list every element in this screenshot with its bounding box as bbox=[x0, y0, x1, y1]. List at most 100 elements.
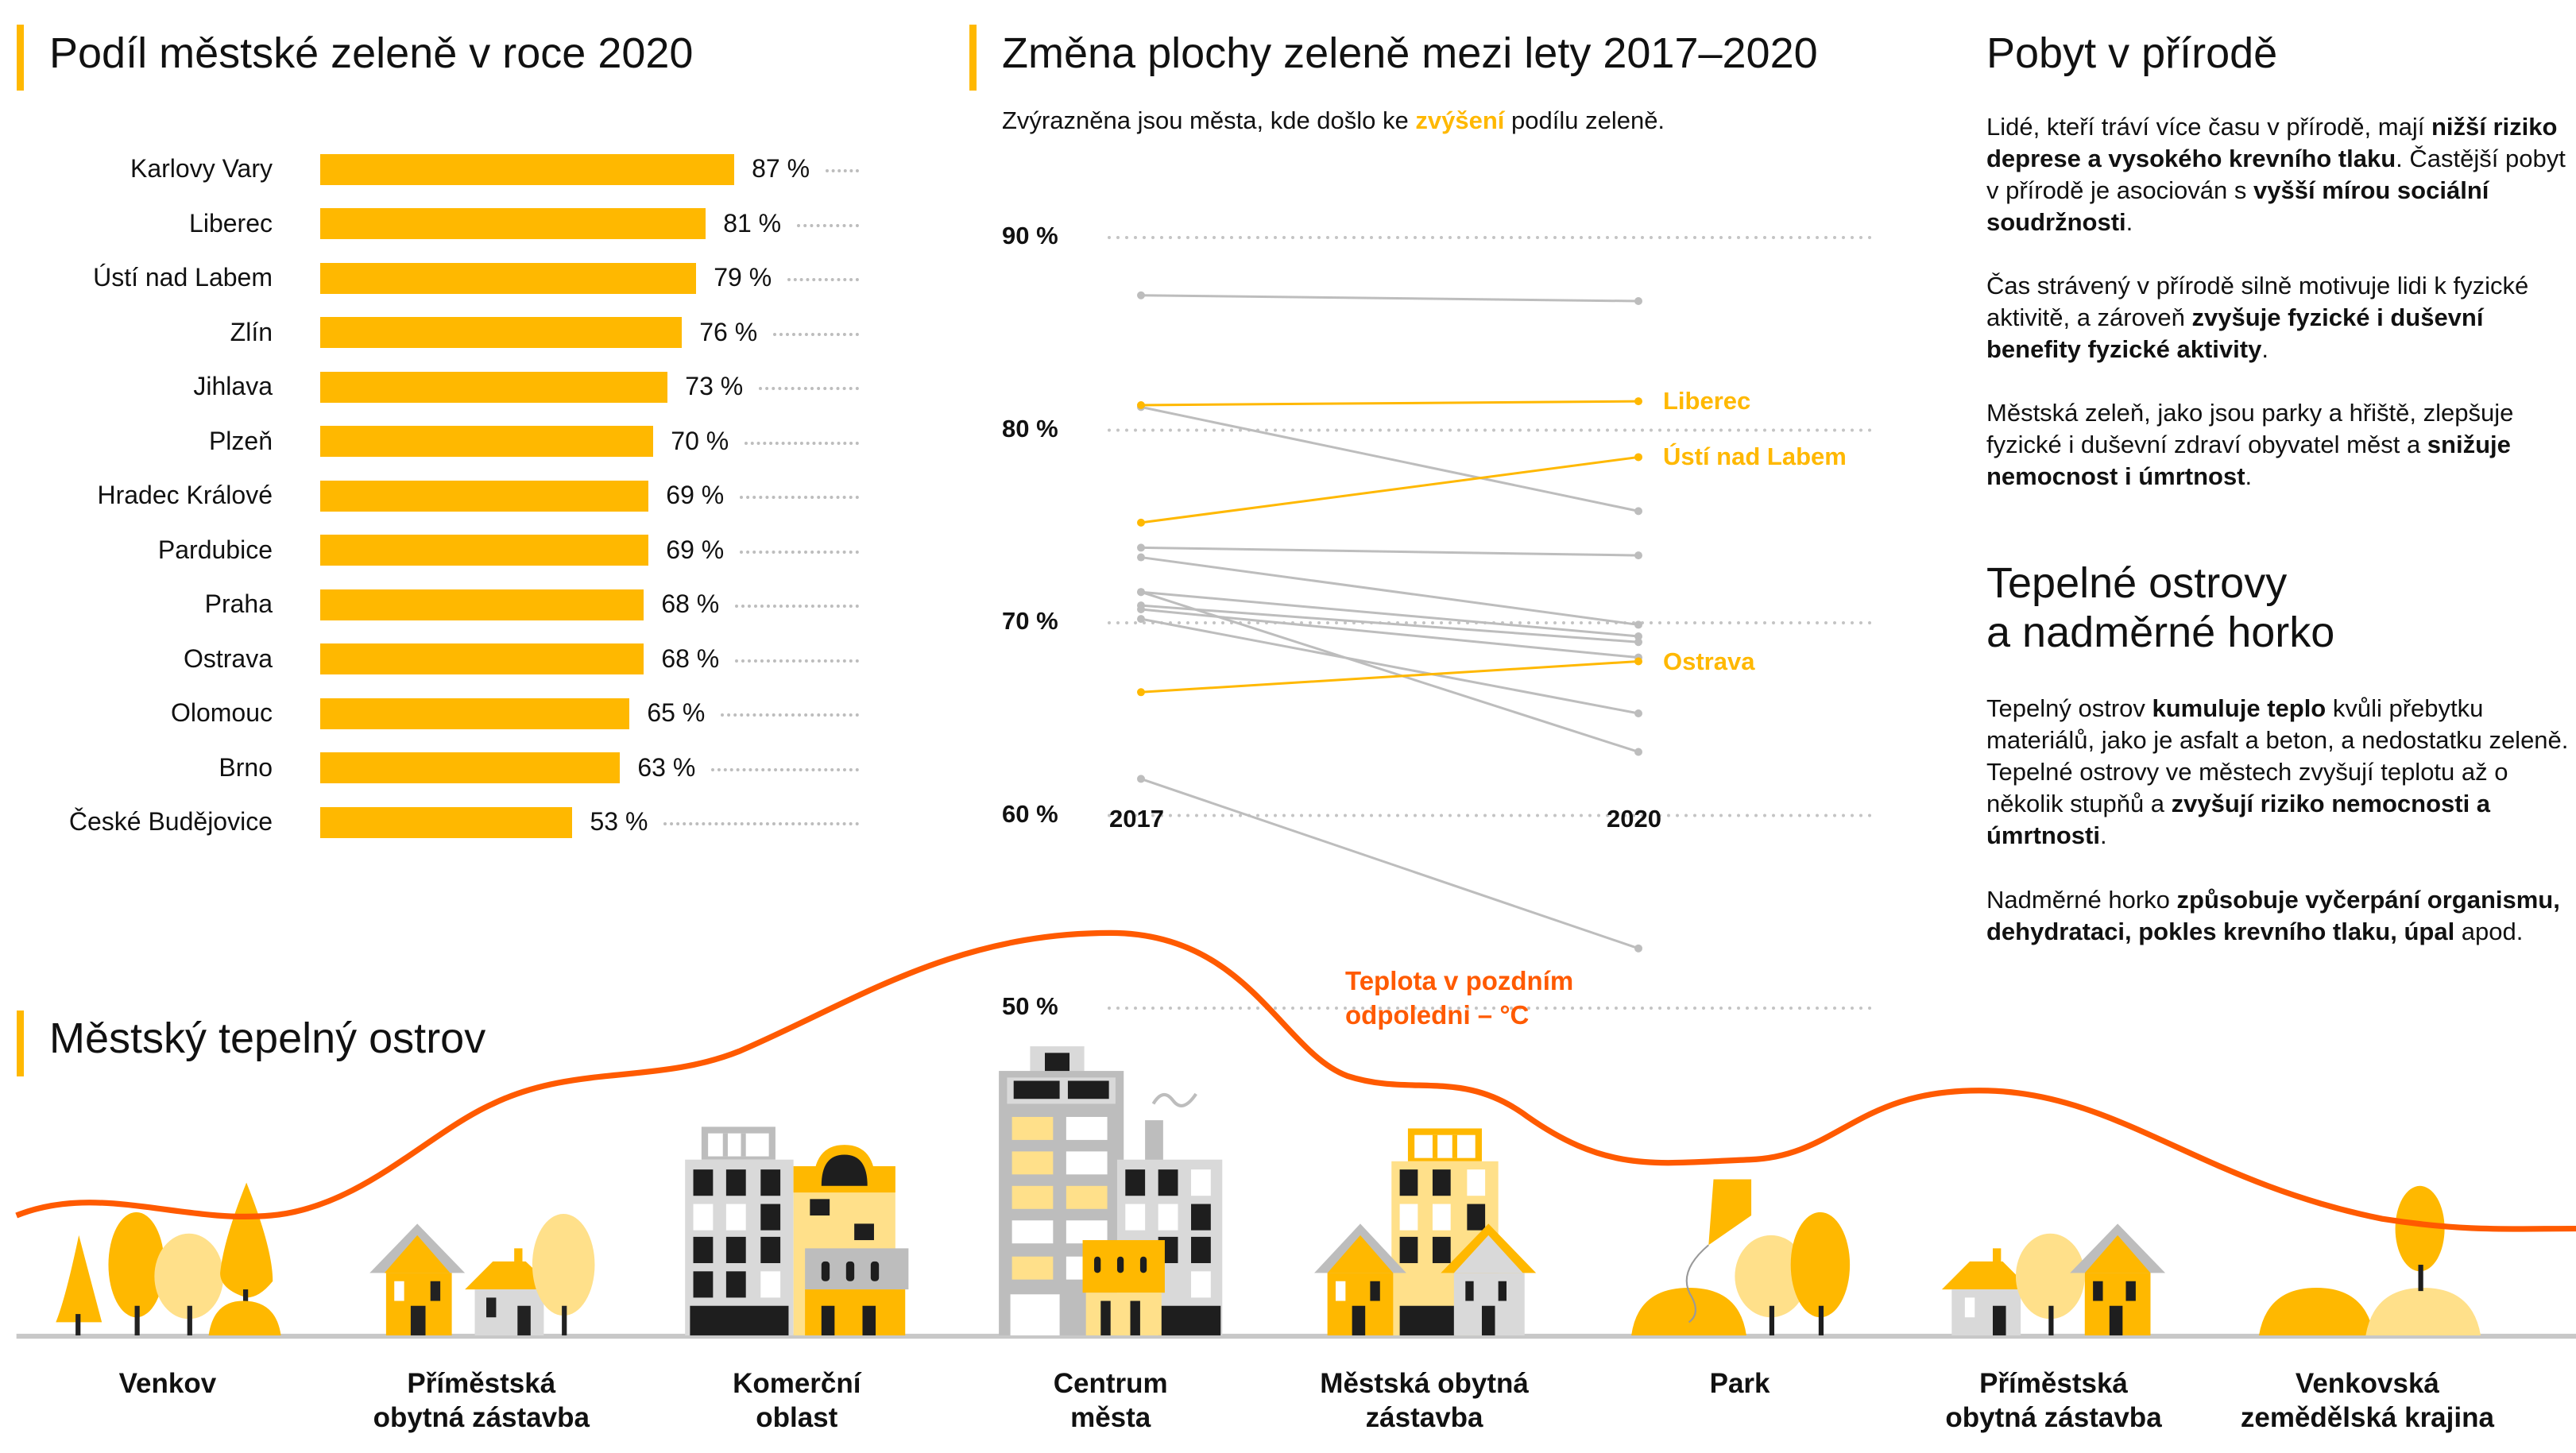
bar-category-label: Liberec bbox=[189, 208, 273, 238]
data-point bbox=[1137, 553, 1145, 562]
bar bbox=[320, 262, 697, 294]
data-point bbox=[1137, 615, 1145, 624]
y-tick-label: 90 % bbox=[1002, 222, 1058, 249]
bar-category-label: Olomouc bbox=[170, 698, 273, 727]
bar-leader-dots bbox=[740, 550, 859, 554]
data-point bbox=[1137, 518, 1145, 527]
data-point bbox=[1634, 709, 1642, 717]
series-line bbox=[1140, 660, 1639, 694]
bar-value-label: 81 % bbox=[723, 208, 782, 238]
section-accent-bar bbox=[17, 1011, 24, 1076]
text-segment: nižší riziko deprese a vysokého krevního… bbox=[1986, 113, 2558, 172]
series-label: Ostrava bbox=[1663, 647, 1755, 675]
commercial-buildings-icon bbox=[685, 1126, 909, 1335]
zone-label-line: Venkov bbox=[118, 1368, 217, 1399]
bar-category-label: Ústí nad Labem bbox=[93, 263, 273, 292]
y-tick-label: 60 % bbox=[1002, 799, 1058, 828]
suburban-houses-icon bbox=[1941, 1223, 2166, 1335]
text-segment: vyšší mírou sociální soudržnosti bbox=[1986, 176, 2489, 236]
data-point bbox=[1137, 775, 1145, 783]
bar bbox=[320, 698, 630, 729]
bar-value-label: 70 % bbox=[671, 426, 729, 455]
series-line bbox=[1140, 608, 1639, 659]
text-segment: Lidé, kteří tráví více času v přírodě, m… bbox=[1986, 113, 2431, 141]
data-point bbox=[1634, 507, 1642, 516]
zone-label: Příměstská obytná zástavba bbox=[338, 1366, 625, 1435]
kite-icon bbox=[1708, 1179, 1752, 1246]
bar-leader-dots bbox=[787, 278, 859, 281]
text-segment: . Častější pobyt v přírodě je asociován … bbox=[1986, 145, 2566, 204]
section-accent-bar bbox=[17, 25, 24, 91]
slope-chart-subtitle: Zvýrazněna jsou města, kde došlo ke zvýš… bbox=[1002, 106, 1665, 135]
series-line bbox=[1140, 617, 1639, 715]
nature-title: Pobyt v přírodě bbox=[1986, 29, 2278, 77]
heat-island-title: Městský tepelný ostrov bbox=[49, 1014, 486, 1062]
bar-category-label: Ostrava bbox=[183, 643, 273, 673]
bar-value-label: 76 % bbox=[699, 317, 758, 346]
text-segment: . bbox=[2125, 208, 2133, 236]
series-label: Ústí nad Labem bbox=[1663, 442, 1847, 471]
curve-label-line1: Teplota v pozdním bbox=[1345, 966, 1574, 995]
y-tick-label: 50 % bbox=[1002, 992, 1058, 1020]
zone-label-line: Příměstská bbox=[1979, 1368, 2128, 1399]
zone-label-line: Venkovská bbox=[2295, 1368, 2439, 1399]
data-point bbox=[1137, 400, 1145, 409]
text-segment: apod. bbox=[2454, 918, 2524, 945]
series-line bbox=[1140, 294, 1639, 303]
data-point bbox=[1634, 297, 1642, 306]
zone-label: Centrum města bbox=[968, 1366, 1254, 1435]
zone-label: Komerční oblast bbox=[654, 1366, 940, 1435]
zone-label-line: zemědělská krajina bbox=[2240, 1402, 2494, 1433]
bar-leader-dots bbox=[773, 332, 859, 336]
heat-title-line2: a nadměrné horko bbox=[1986, 609, 2335, 656]
suburban-houses-icon bbox=[369, 1213, 595, 1335]
ground-line bbox=[16, 1333, 2576, 1339]
text-segment: způsobuje vyčerpání organismu, dehydrata… bbox=[1986, 886, 2560, 945]
text-segment: kumuluje teplo bbox=[2152, 694, 2327, 722]
bar-category-label: Karlovy Vary bbox=[130, 154, 273, 183]
bar-category-label: Plzeň bbox=[208, 426, 273, 455]
bar-leader-dots bbox=[826, 169, 859, 172]
paragraph: Tepelný ostrov kumuluje teplo kvůli přeb… bbox=[1986, 693, 2574, 852]
bar-category-label: Hradec Králové bbox=[97, 481, 273, 509]
bar-category-label: Brno bbox=[219, 752, 273, 782]
bar-chart: Karlovy Vary 87 % Liberec 81 % Ústí nad Labe… bbox=[0, 0, 874, 858]
bar bbox=[320, 153, 735, 185]
series-line bbox=[1140, 455, 1639, 524]
bar bbox=[320, 752, 621, 783]
bar-category-label: Jihlava bbox=[193, 372, 273, 400]
bar-value-label: 69 % bbox=[666, 535, 725, 564]
bar-value-label: 68 % bbox=[661, 589, 720, 618]
zone-label-line: města bbox=[1070, 1402, 1151, 1433]
series-line bbox=[1140, 400, 1639, 407]
series-line bbox=[1140, 556, 1639, 626]
text-segment: snižuje nemocnost i úmrtnost bbox=[1986, 431, 2511, 490]
text-segment: kvůli přebytku materiálů, jako je asfalt… bbox=[1986, 694, 2569, 817]
paragraph: Lidé, kteří tráví více času v přírodě, m… bbox=[1986, 111, 2574, 238]
zone-label-line: Centrum bbox=[1053, 1368, 1168, 1399]
bar bbox=[320, 643, 644, 674]
data-point bbox=[1634, 944, 1642, 953]
subtitle-highlight: zvýšení bbox=[1415, 106, 1505, 134]
slope-chart-title: Změna plochy zeleně mezi lety 2017–2020 bbox=[1002, 29, 1818, 77]
bar-chart-title: Podíl městské zeleně v roce 2020 bbox=[49, 29, 694, 77]
section-accent-bar bbox=[969, 25, 977, 91]
bar-leader-dots bbox=[745, 441, 859, 445]
zone-label: Venkov bbox=[25, 1366, 311, 1401]
data-point bbox=[1634, 453, 1642, 462]
data-point bbox=[1137, 688, 1145, 697]
bar-value-label: 79 % bbox=[714, 263, 772, 292]
text-segment: . bbox=[2261, 335, 2269, 363]
data-point bbox=[1634, 397, 1642, 406]
series-line bbox=[1140, 778, 1639, 950]
data-point bbox=[1634, 551, 1642, 560]
residential-buildings-icon bbox=[1314, 1128, 1537, 1335]
bar-category-label: Zlín bbox=[230, 317, 273, 346]
bar-leader-dots bbox=[797, 223, 859, 227]
zone-label-line: Park bbox=[1709, 1368, 1770, 1399]
data-point bbox=[1634, 657, 1642, 666]
bar bbox=[320, 589, 644, 620]
data-point bbox=[1137, 291, 1145, 299]
